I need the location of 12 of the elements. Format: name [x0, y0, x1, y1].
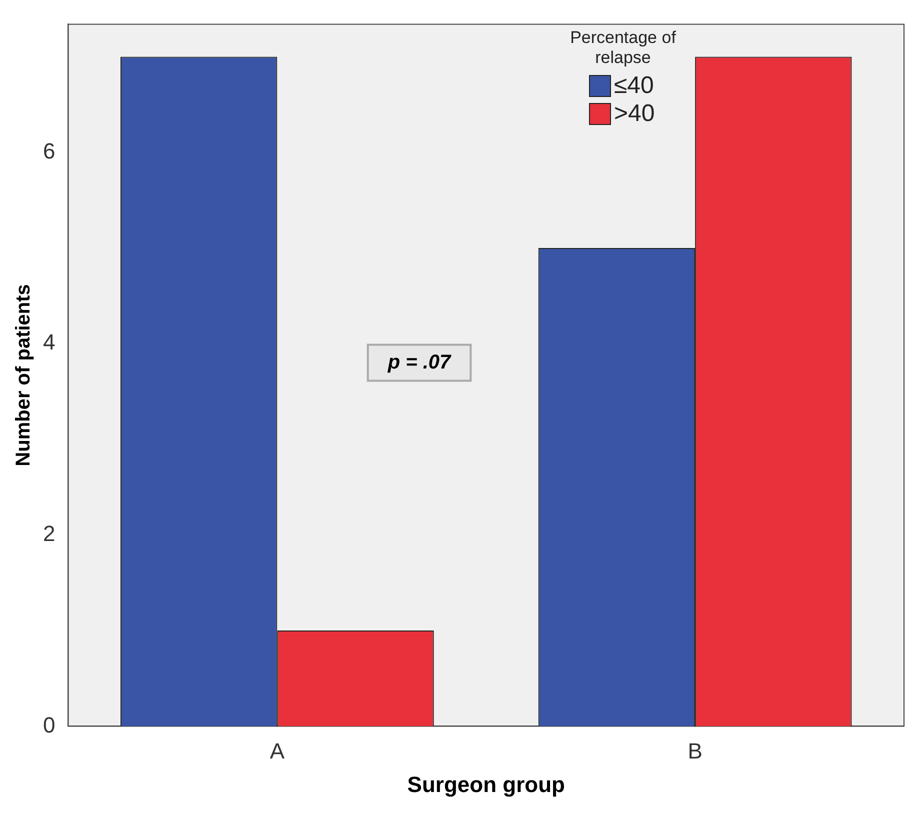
y-tick-label: 6 — [42, 138, 56, 164]
x-axis-title: Surgeon group — [407, 772, 565, 797]
legend-label: ≤40 — [614, 72, 654, 100]
legend-label: >40 — [614, 100, 655, 128]
annotation: p = .07 — [386, 351, 452, 374]
x-tick-label: A — [270, 738, 285, 764]
y-axis-title: Number of patients — [12, 284, 35, 466]
y-tick-label: 4 — [42, 330, 56, 355]
y-tick-label: 0 — [42, 712, 56, 738]
legend-title: Percentage of relapse — [569, 28, 677, 68]
x-tick-label: B — [688, 738, 702, 764]
y-tick-label: 2 — [42, 520, 56, 546]
